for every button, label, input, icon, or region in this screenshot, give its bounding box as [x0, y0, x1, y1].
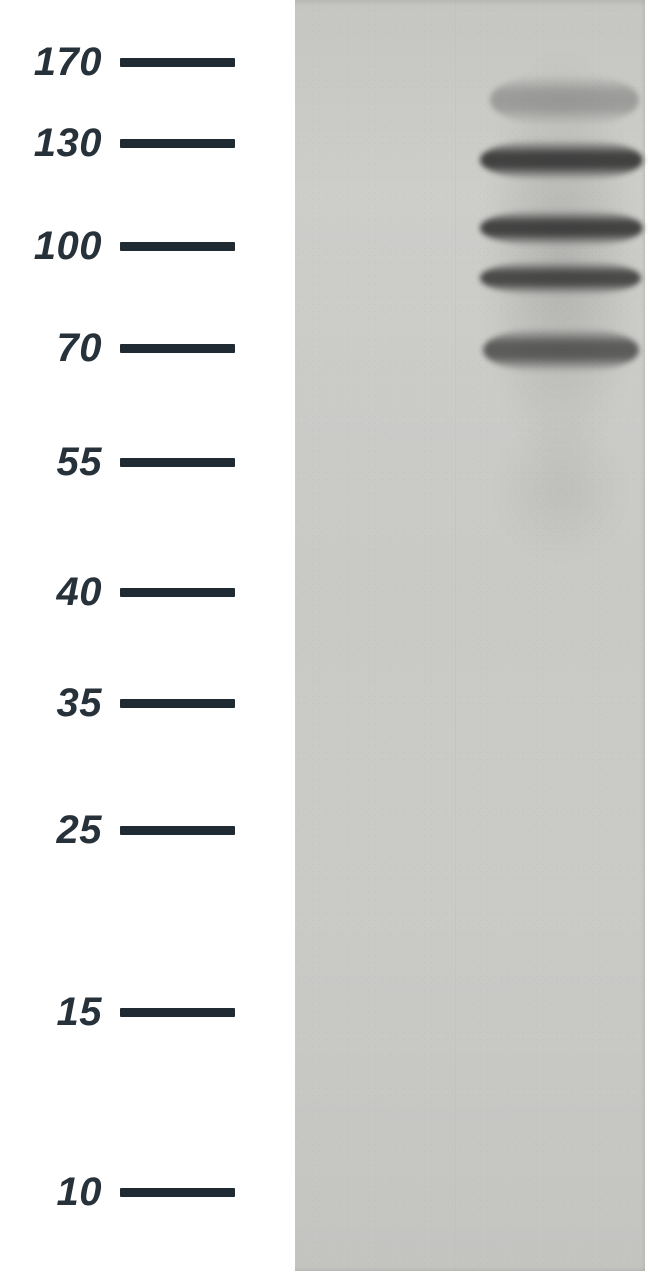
marker-row: 130: [0, 123, 235, 163]
protein-band: [480, 261, 641, 295]
protein-band: [480, 210, 643, 246]
marker-row: 35: [0, 683, 235, 723]
marker-label: 70: [0, 326, 120, 371]
membrane-edge-shadow: [295, 1266, 645, 1271]
marker-tick: [120, 458, 235, 467]
marker-tick: [120, 242, 235, 251]
marker-row: 70: [0, 328, 235, 368]
marker-tick: [120, 588, 235, 597]
lane-divider: [455, 0, 456, 1271]
marker-row: 55: [0, 442, 235, 482]
marker-label: 130: [0, 121, 120, 166]
signal-smear: [495, 420, 627, 560]
marker-label: 170: [0, 40, 120, 85]
membrane-edge-shadow: [641, 0, 645, 1271]
marker-label: 100: [0, 224, 120, 269]
marker-tick: [120, 139, 235, 148]
protein-band: [480, 140, 643, 180]
marker-label: 55: [0, 440, 120, 485]
marker-row: 100: [0, 226, 235, 266]
marker-label: 10: [0, 1170, 120, 1215]
marker-tick: [120, 1188, 235, 1197]
marker-row: 10: [0, 1172, 235, 1212]
marker-tick: [120, 58, 235, 67]
membrane-edge-shadow: [295, 0, 645, 6]
marker-tick: [120, 1008, 235, 1017]
protein-band: [490, 75, 639, 125]
blot-figure: 170 130 100 70 55 40 35 25 15 10: [0, 0, 650, 1275]
marker-label: 15: [0, 990, 120, 1035]
marker-label: 35: [0, 681, 120, 726]
marker-label: 40: [0, 570, 120, 615]
membrane: [295, 0, 645, 1271]
marker-row: 25: [0, 810, 235, 850]
marker-tick: [120, 344, 235, 353]
marker-row: 170: [0, 42, 235, 82]
marker-label: 25: [0, 808, 120, 853]
marker-row: 15: [0, 992, 235, 1032]
marker-tick: [120, 826, 235, 835]
protein-band: [483, 328, 639, 372]
marker-tick: [120, 699, 235, 708]
marker-row: 40: [0, 572, 235, 612]
